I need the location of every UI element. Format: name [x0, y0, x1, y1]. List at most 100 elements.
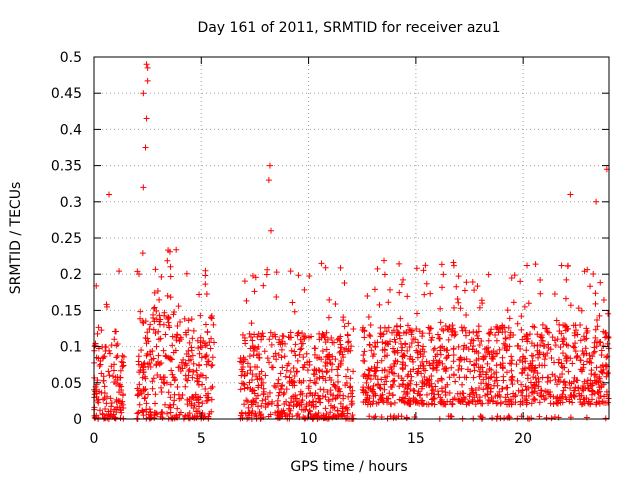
data-point — [522, 358, 529, 365]
data-point — [450, 304, 457, 311]
data-point — [158, 360, 165, 367]
data-point — [205, 415, 212, 422]
data-point — [469, 387, 476, 394]
data-point — [463, 374, 470, 381]
data-point — [414, 370, 421, 377]
data-point — [554, 381, 561, 388]
data-point — [311, 379, 318, 386]
data-point — [141, 360, 148, 367]
data-point — [327, 402, 334, 409]
data-point — [268, 364, 275, 371]
data-point — [208, 315, 215, 322]
data-point — [117, 381, 124, 388]
data-point — [196, 362, 203, 369]
data-point — [273, 269, 280, 276]
data-point — [478, 337, 485, 344]
data-point — [242, 337, 249, 344]
data-point — [366, 367, 373, 374]
data-point — [136, 401, 143, 408]
data-point — [334, 336, 341, 343]
data-point — [328, 366, 335, 373]
data-point — [296, 351, 303, 358]
data-point — [325, 396, 332, 403]
data-point — [588, 370, 595, 377]
data-point — [266, 336, 273, 343]
data-point — [195, 381, 202, 388]
data-point — [288, 347, 295, 354]
data-point — [551, 337, 558, 344]
data-point — [361, 328, 368, 335]
data-point — [598, 351, 605, 358]
data-point — [528, 400, 535, 407]
data-point — [530, 368, 537, 375]
data-point — [277, 370, 284, 377]
data-point — [204, 358, 211, 365]
data-point — [544, 374, 551, 381]
data-point — [350, 368, 357, 375]
data-point — [447, 413, 454, 420]
data-point — [325, 314, 332, 321]
data-point — [605, 333, 612, 340]
data-point — [281, 409, 288, 416]
data-point — [283, 386, 290, 393]
data-point — [248, 320, 255, 327]
data-point — [446, 323, 453, 330]
data-point — [367, 321, 374, 328]
data-point — [578, 368, 585, 375]
data-point — [400, 276, 407, 283]
data-point — [438, 326, 445, 333]
data-point — [306, 407, 313, 414]
data-point — [249, 408, 256, 415]
data-point — [361, 334, 368, 341]
data-point — [459, 327, 466, 334]
data-point — [562, 381, 569, 388]
data-point — [302, 406, 309, 413]
data-point — [529, 323, 536, 330]
data-point — [168, 367, 175, 374]
data-point — [173, 337, 180, 344]
data-point — [463, 401, 470, 408]
data-point — [260, 282, 267, 289]
data-point — [383, 339, 390, 346]
data-point — [471, 394, 478, 401]
data-point — [291, 348, 298, 355]
data-point — [183, 331, 190, 338]
data-point — [249, 272, 256, 279]
data-point — [322, 394, 329, 401]
data-point — [373, 400, 380, 407]
data-point — [581, 336, 588, 343]
data-point — [366, 413, 373, 420]
data-point — [556, 328, 563, 335]
data-point — [493, 374, 500, 381]
data-point — [103, 303, 110, 310]
data-point — [399, 344, 406, 351]
data-point — [349, 387, 356, 394]
data-point — [151, 304, 158, 311]
data-point — [438, 376, 445, 383]
data-point — [384, 340, 391, 347]
data-point — [463, 279, 470, 286]
data-point — [286, 402, 293, 409]
data-point — [372, 413, 379, 420]
data-point — [246, 330, 253, 337]
data-point — [197, 339, 204, 346]
data-point — [144, 329, 151, 336]
chart-title: Day 161 of 2011, SRMTID for receiver azu… — [197, 20, 500, 36]
data-point — [499, 363, 506, 370]
data-point — [436, 335, 443, 342]
data-point — [459, 398, 466, 405]
data-point — [508, 274, 515, 281]
data-point — [532, 364, 539, 371]
data-point — [143, 340, 150, 347]
data-point — [252, 363, 259, 370]
data-point — [478, 297, 485, 304]
data-point — [151, 411, 158, 418]
data-point — [198, 344, 205, 351]
data-point — [605, 310, 612, 317]
data-point — [571, 329, 578, 336]
data-point — [186, 339, 193, 346]
data-point — [437, 305, 444, 312]
data-point — [339, 408, 346, 415]
data-point — [390, 370, 397, 377]
data-point — [508, 377, 515, 384]
